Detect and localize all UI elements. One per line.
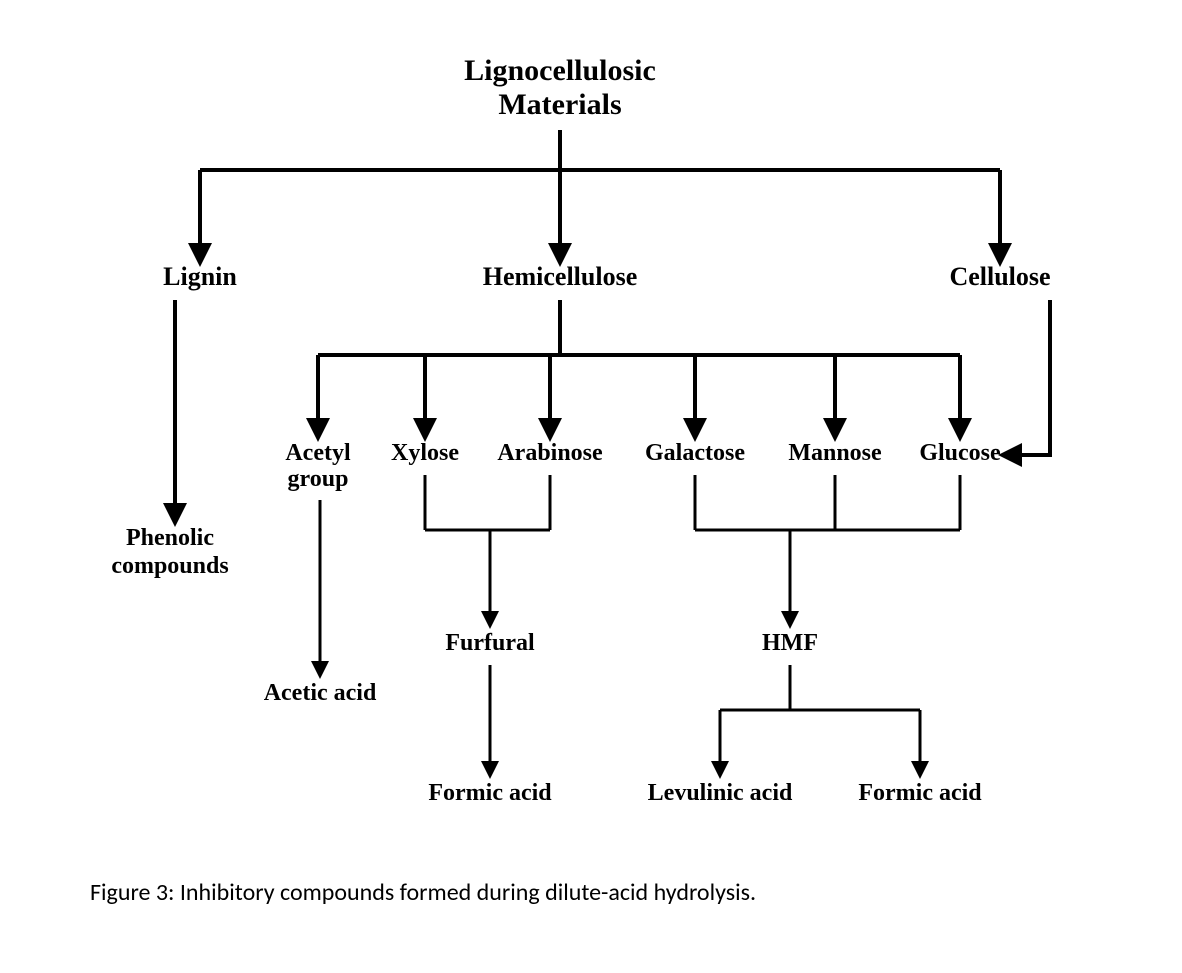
node-glucose: Glucose (919, 440, 1001, 466)
node-hmf: HMF (762, 630, 818, 656)
node-xylose: Xylose (391, 440, 459, 466)
node-formic-left: Formic acid (428, 780, 552, 806)
node-phenolic-2: compounds (111, 553, 228, 579)
node-acetic: Acetic acid (264, 680, 377, 706)
node-arabinose: Arabinose (497, 440, 603, 466)
node-furfural: Furfural (445, 630, 535, 656)
node-hemicellulose: Hemicellulose (483, 262, 638, 291)
node-acetyl-1: Acetyl (285, 440, 351, 466)
title-line1: Lignocellulosic (464, 54, 656, 87)
hydrolysis-diagram: LignocellulosicMaterials Lignin Hemicellul… (0, 0, 1182, 968)
title-line2: Materials (498, 88, 621, 121)
node-mannose: Mannose (788, 440, 882, 466)
node-lignin: Lignin (163, 262, 237, 291)
node-cellulose: Cellulose (949, 262, 1050, 291)
node-phenolic-1: Phenolic (126, 525, 214, 551)
node-acetyl-2: group (288, 466, 349, 492)
node-levulinic: Levulinic acid (648, 780, 793, 806)
node-formic-right: Formic acid (858, 780, 982, 806)
node-galactose: Galactose (645, 440, 745, 466)
figure-caption: Figure 3: Inhibitory compounds formed du… (90, 878, 756, 907)
